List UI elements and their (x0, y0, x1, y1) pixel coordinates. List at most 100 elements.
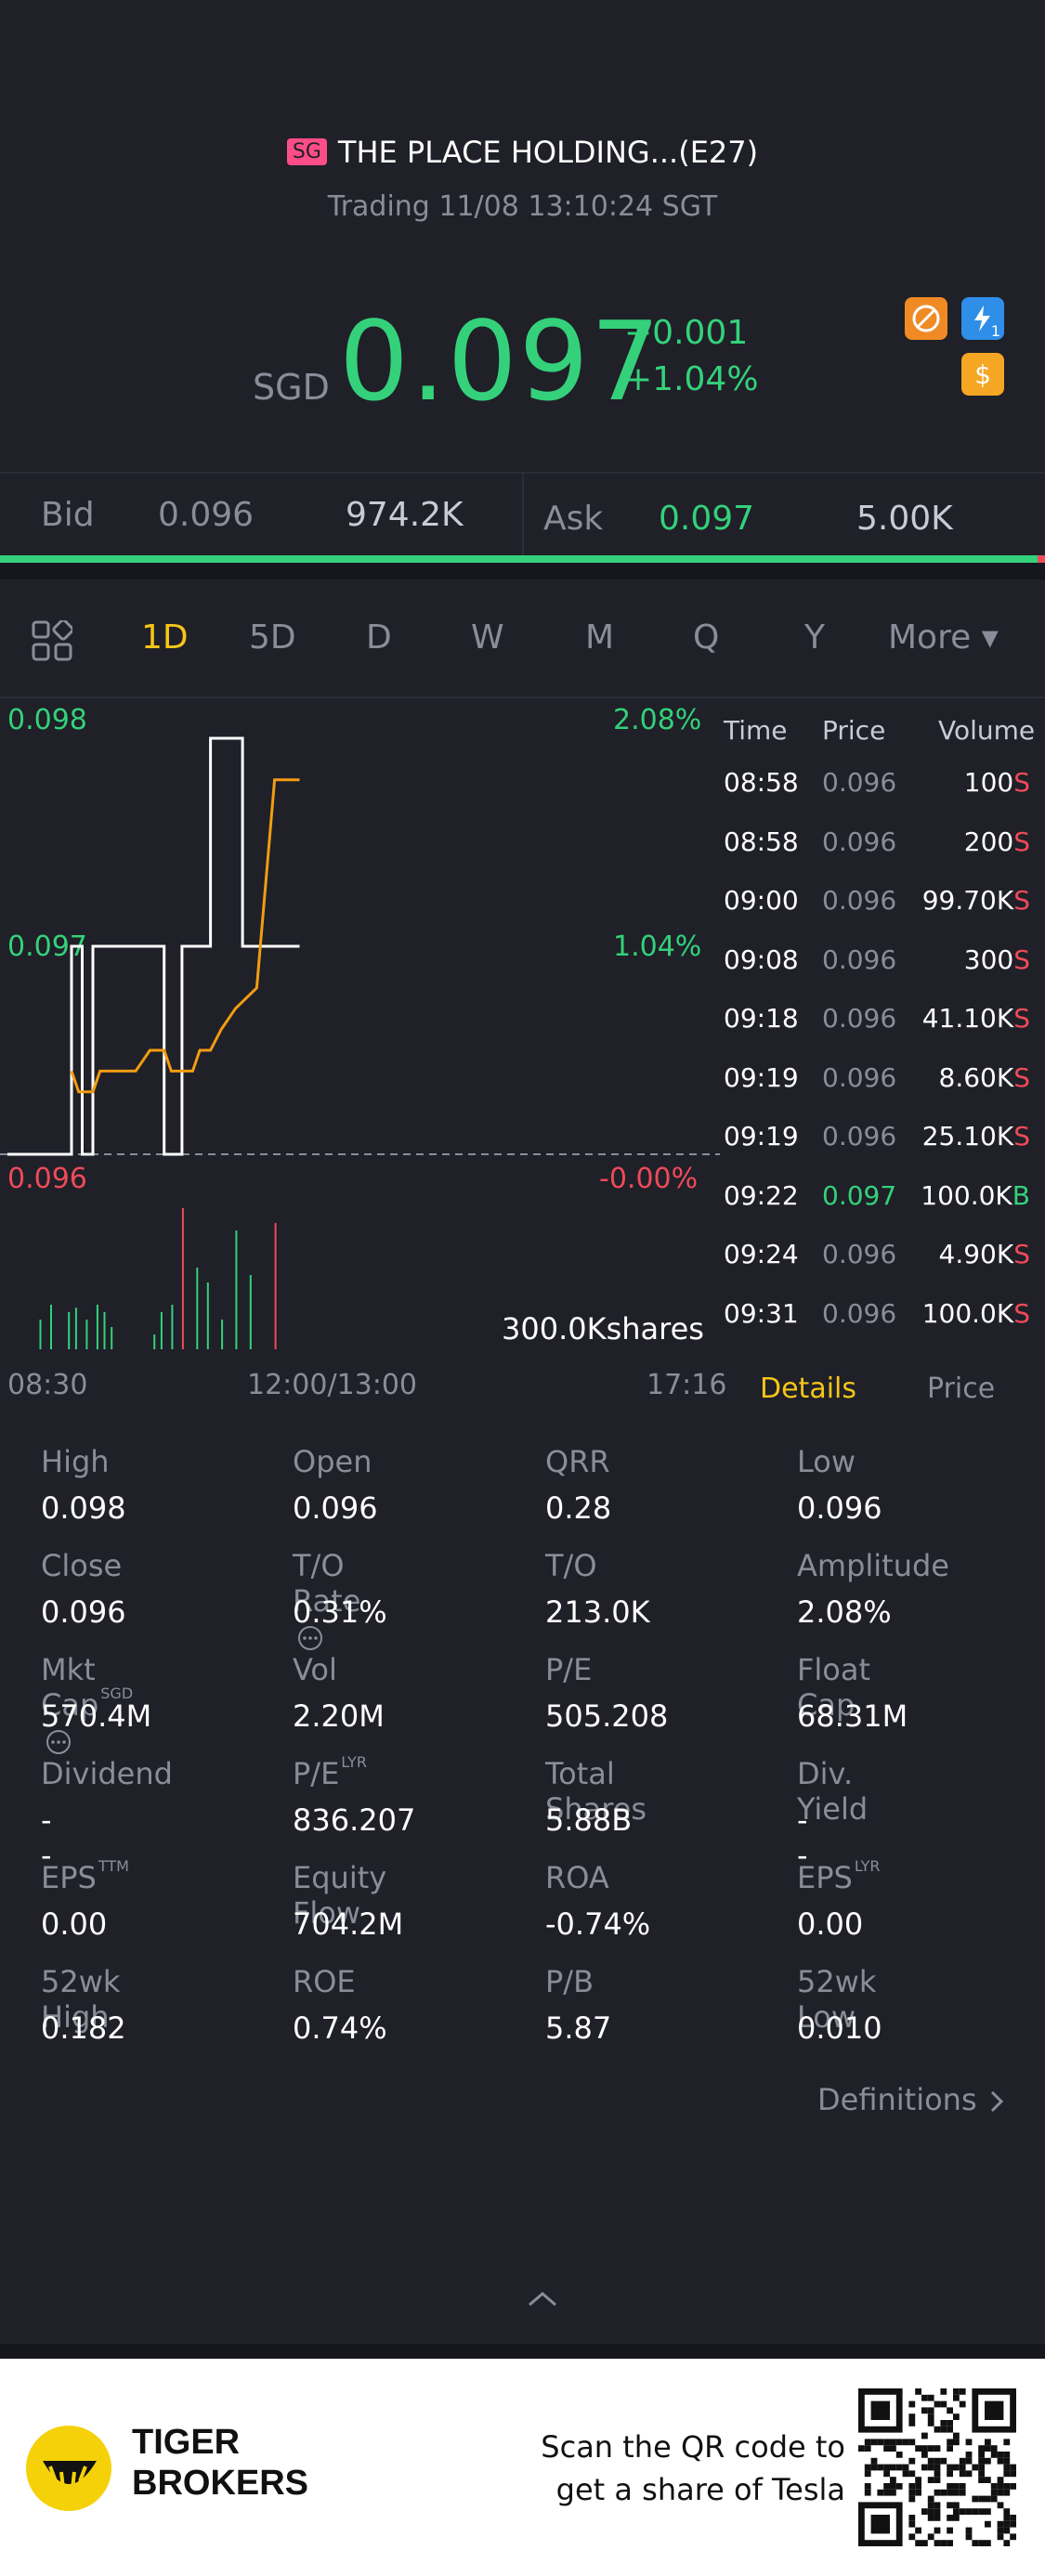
brand-line2: BROKERS (132, 2464, 309, 2503)
qr-code[interactable] (858, 2388, 1016, 2546)
dollar-glyph: $ (974, 358, 991, 390)
tick-time: 09:18 (724, 1003, 799, 1034)
qr-module (858, 2445, 865, 2452)
detail-value: 505.208 (545, 1698, 669, 1734)
tab-5d[interactable]: 5D (249, 618, 296, 657)
ask-price[interactable]: 0.097 (659, 500, 755, 538)
qr-module (953, 2432, 960, 2439)
x-label-open: 08:30 (7, 1369, 88, 1401)
qr-module (1003, 2483, 1011, 2490)
info-more-icon[interactable] (45, 1728, 72, 1756)
qr-module (947, 2464, 953, 2471)
qr-module (934, 2502, 941, 2509)
intraday-chart[interactable] (0, 724, 720, 1356)
tab-price-distribution[interactable]: Price (927, 1373, 996, 1405)
qr-module (895, 2452, 903, 2458)
qr-module (927, 2445, 934, 2452)
tick-side: B (1012, 1179, 1030, 1211)
lightning-level1-icon[interactable]: 1 (961, 297, 1004, 340)
qr-module (908, 2520, 916, 2528)
tab-w[interactable]: W (471, 618, 504, 657)
qr-module (947, 2540, 953, 2546)
qr-module (895, 2439, 903, 2446)
dollar-icon[interactable]: $ (961, 353, 1004, 396)
qr-module (877, 2464, 884, 2471)
qr-module (1010, 2483, 1016, 2490)
qr-module (940, 2420, 947, 2426)
qr-module (921, 2407, 928, 2414)
detail-value: 0.74% (293, 2010, 387, 2046)
qr-module (953, 2388, 960, 2395)
detail-label: Float Cap (797, 1652, 870, 1723)
change-pct: +1.04% (624, 360, 759, 398)
qr-module (927, 2533, 934, 2541)
tick-row: 09:19 0.096 8.60KS (0, 1062, 1045, 1120)
detail-label: 52wk Low (797, 1964, 876, 2035)
promo-line2: get a share of Tesla (555, 2472, 845, 2507)
qr-module (908, 2489, 916, 2496)
qr-module (934, 2464, 941, 2471)
level-number: 1 (990, 322, 1000, 340)
qr-module (883, 2464, 890, 2471)
qr-module (940, 2489, 947, 2496)
detail-value: 0.182 (41, 2010, 126, 2046)
volume-bar (74, 1308, 77, 1349)
chevron-up-icon[interactable] (522, 2284, 563, 2316)
qr-module (947, 2527, 953, 2534)
no-short-icon[interactable] (905, 297, 947, 340)
qr-module (965, 2457, 973, 2465)
qr-module (947, 2420, 953, 2426)
qr-module (864, 2445, 871, 2452)
qr-module (1010, 2533, 1016, 2541)
volume-bar (153, 1334, 156, 1349)
tab-1d[interactable]: 1D (141, 618, 189, 657)
qr-module (990, 2495, 998, 2503)
qr-module (1003, 2540, 1011, 2546)
tick-volume-value: 4.90K (938, 1239, 1014, 1269)
qr-module (947, 2483, 953, 2490)
qr-module (927, 2420, 934, 2426)
qr-module (908, 2483, 916, 2490)
qr-module (1003, 2457, 1011, 2465)
qr-module (953, 2515, 960, 2521)
volume-bar (68, 1312, 71, 1349)
tick-time: 08:58 (724, 826, 799, 857)
tab-m[interactable]: M (585, 618, 615, 657)
bid-price[interactable]: 0.096 (158, 496, 255, 534)
definitions-link[interactable]: Definitions (817, 2082, 1007, 2117)
bidask-ratio-bar (0, 555, 1038, 563)
detail-label: P/E (545, 1652, 592, 1687)
qr-module (997, 2533, 1004, 2541)
tick-volume-value: 300 (963, 943, 1014, 975)
info-more-icon[interactable] (296, 1624, 324, 1652)
tick-price: 0.096 (822, 767, 897, 798)
chart-layout-icon[interactable] (32, 618, 74, 665)
qr-module (927, 2508, 934, 2515)
tab-y[interactable]: Y (804, 618, 825, 657)
qr-module (959, 2464, 966, 2471)
tick-price: 0.096 (822, 1239, 897, 1269)
qr-module (959, 2400, 966, 2408)
qr-module (1003, 2470, 1011, 2478)
qr-module (953, 2413, 960, 2420)
detail-value: 2.08% (797, 1594, 892, 1630)
qr-finder (870, 2400, 890, 2420)
tick-price: 0.096 (822, 1297, 897, 1329)
detail-value: 68.31M (797, 1698, 908, 1734)
tick-row: 08:58 0.096 200S (0, 826, 1045, 884)
tick-price: 0.096 (822, 1061, 897, 1093)
tab-q[interactable]: Q (693, 618, 720, 657)
qr-module (934, 2400, 941, 2408)
qr-module (997, 2457, 1004, 2465)
tab-details[interactable]: Details (760, 1373, 857, 1405)
volume-bar (85, 1320, 88, 1349)
qr-module (864, 2489, 871, 2496)
tick-row: 09:24 0.096 4.90KS (0, 1239, 1045, 1296)
definitions-label: Definitions (817, 2082, 977, 2117)
tab-more[interactable]: More ▾ (888, 618, 999, 657)
volume-bar (221, 1320, 224, 1349)
tab-d[interactable]: D (366, 618, 392, 657)
tick-volume-value: 41.10K (921, 1003, 1014, 1034)
tick-side: S (1013, 767, 1030, 798)
detail-label: EPS LYR (797, 1857, 881, 1895)
